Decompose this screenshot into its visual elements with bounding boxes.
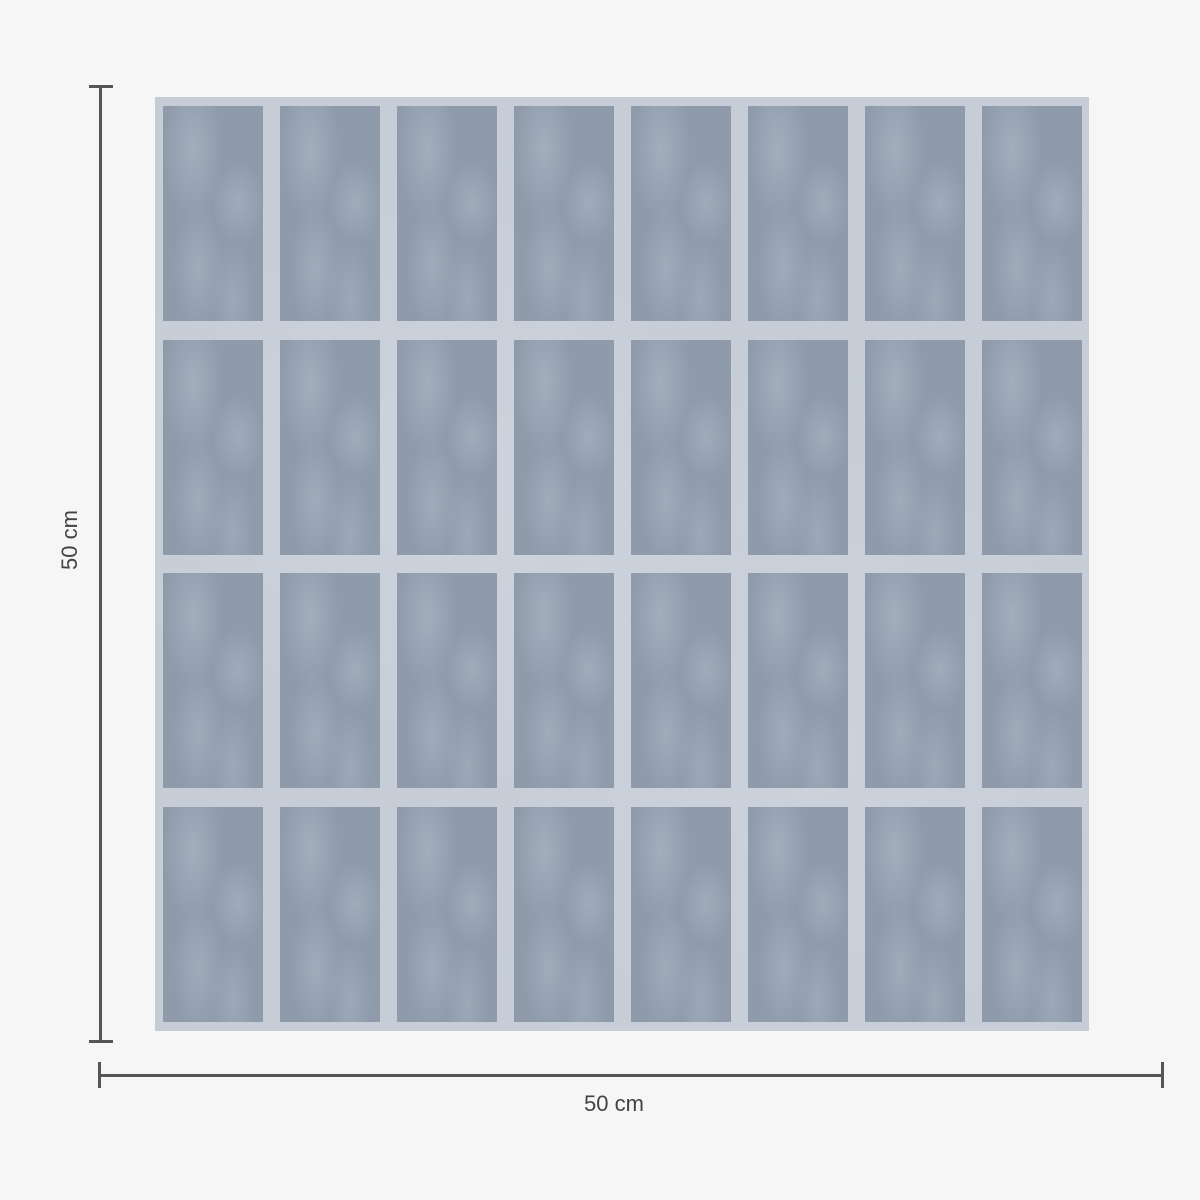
width-dimension-cap-left [98, 1062, 101, 1088]
tile-shape [280, 807, 380, 1022]
tile-shape [397, 106, 497, 321]
tile-shape [748, 340, 848, 555]
height-dimension-cap-top [89, 85, 113, 88]
tile-shape [163, 340, 263, 555]
width-dimension-cap-right [1161, 1062, 1164, 1088]
tile-shape [865, 573, 965, 788]
height-label: 50 cm [56, 510, 82, 570]
width-label: 50 cm [584, 1091, 644, 1116]
tile-shape [982, 807, 1082, 1022]
height-dimension-cap-bottom [89, 1040, 113, 1043]
width-dimension-line [99, 1074, 1163, 1077]
tile-shape [280, 573, 380, 788]
tile-shape [982, 573, 1082, 788]
tile-shape [514, 573, 614, 788]
tile-shape [748, 807, 848, 1022]
tile-shape [280, 340, 380, 555]
tile-shape [748, 106, 848, 321]
tile-shape [631, 573, 731, 788]
tile-shape [514, 340, 614, 555]
tile-product-image [155, 97, 1089, 1031]
tile-shape [631, 106, 731, 321]
tile-shape [397, 807, 497, 1022]
tile-shape [748, 573, 848, 788]
tile-shape [865, 106, 965, 321]
tile-shape [865, 340, 965, 555]
tile-shape [397, 340, 497, 555]
tile-shape [280, 106, 380, 321]
tile-shape [865, 807, 965, 1022]
tile-shape [514, 807, 614, 1022]
tile-shape [982, 340, 1082, 555]
tile-shape [163, 106, 263, 321]
tile-shape [982, 106, 1082, 321]
tile-shape [397, 573, 497, 788]
tile-shape [631, 340, 731, 555]
tile-shape [631, 807, 731, 1022]
tile-shape [163, 573, 263, 788]
tile-shape [163, 807, 263, 1022]
tile-shape [514, 106, 614, 321]
height-dimension-line [99, 86, 102, 1042]
